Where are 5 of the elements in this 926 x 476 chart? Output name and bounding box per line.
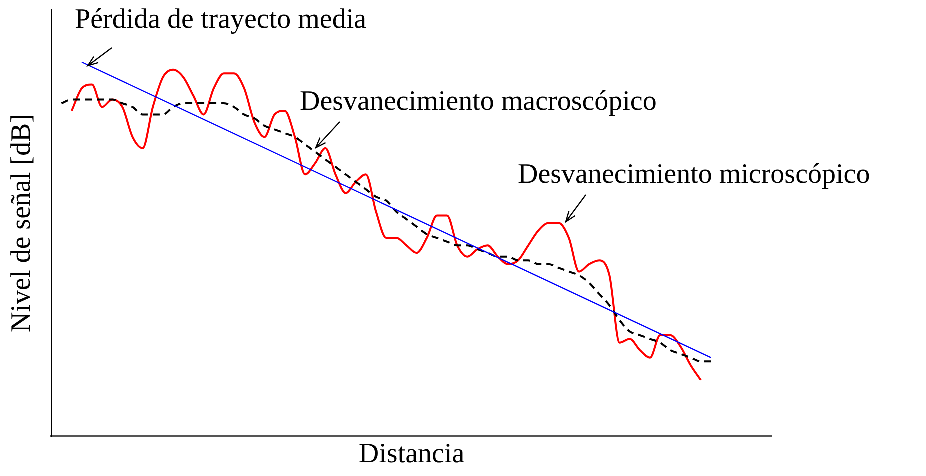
- text: Pérdida de trayecto media: [75, 4, 367, 35]
- x-axis-title: Distancia: [358, 438, 466, 470]
- annotation: Desvanecimiento microscópico: [518, 159, 870, 190]
- annotation: Desvanecimiento macroscópico: [300, 86, 657, 117]
- y-axis-title: Nivel de señal [dB]: [6, 114, 38, 332]
